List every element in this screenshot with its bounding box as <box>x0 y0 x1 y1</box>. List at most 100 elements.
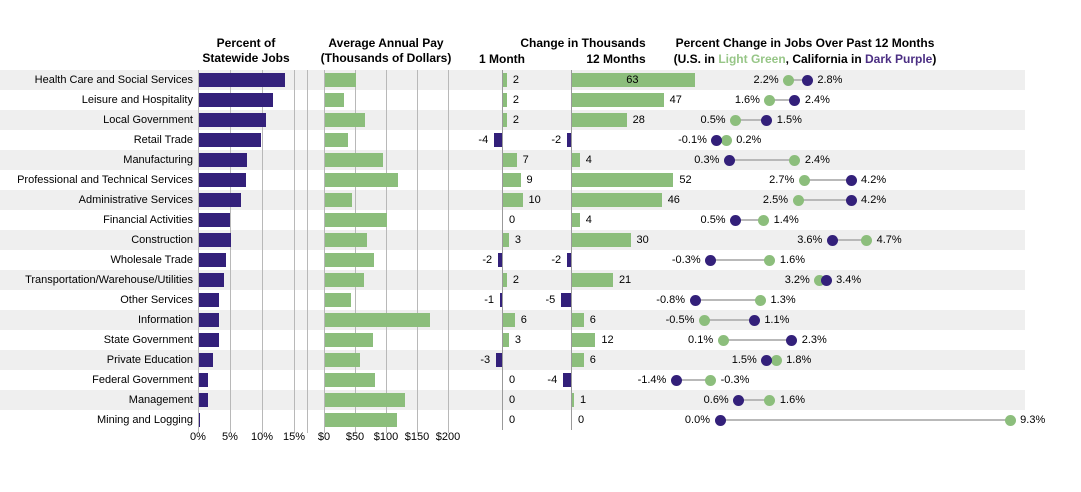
jobs-axis-tick: 0% <box>190 431 206 443</box>
jobs-gridline <box>230 70 231 433</box>
change-1month-value: 3 <box>514 334 521 346</box>
change-12months-bar <box>567 253 571 267</box>
change-12months-value: -2 <box>551 134 562 146</box>
row-label: State Government <box>103 334 193 346</box>
jobs-axis-tick: 5% <box>222 431 238 443</box>
ca-dot <box>723 154 735 166</box>
us-dot <box>698 314 710 326</box>
change-12months-value: 52 <box>679 174 692 186</box>
jobs-bar <box>199 293 220 307</box>
row-stripe <box>0 370 1025 390</box>
change-panel-title: Change in Thousands <box>520 36 646 50</box>
ca-dot <box>670 374 682 386</box>
pay-panel-title-line1: Average Annual Pay <box>328 36 444 50</box>
pay-bar <box>325 333 373 347</box>
jobs-bar <box>199 373 208 387</box>
pay-bar <box>325 253 374 267</box>
change-12months-value: 1 <box>579 394 587 406</box>
pct-change-left-value: -0.3% <box>671 254 701 266</box>
change-12months-value: 30 <box>636 234 649 246</box>
change-12months-bar <box>572 153 580 167</box>
us-dot <box>861 234 873 246</box>
ca-dot <box>820 274 832 286</box>
jobs-bar <box>199 173 246 187</box>
pct-change-left-value: 1.5% <box>731 354 757 366</box>
change-1month-bar <box>496 353 502 367</box>
change-1month-bar <box>503 73 507 87</box>
change-12months-zeroline <box>571 70 572 430</box>
pay-axis-tick: $150 <box>404 431 430 443</box>
change-12months-bar <box>572 93 664 107</box>
dumbbell-connector <box>798 199 852 201</box>
dumbbell-connector <box>735 119 767 121</box>
pct-change-right-value: 2.4% <box>804 154 830 166</box>
jobs-axis-tick: 10% <box>250 431 274 443</box>
dumbbell-connector <box>788 79 808 81</box>
dumbbell-connector <box>832 239 867 241</box>
jobs-bar <box>199 73 285 87</box>
dumbbell-connector <box>769 99 795 101</box>
change-1month-value: -1 <box>484 294 495 306</box>
pay-bar <box>325 373 376 387</box>
dumbbell-connector <box>729 159 795 161</box>
jobs-bar <box>199 253 226 267</box>
pct-change-left-value: 0.0% <box>684 414 710 426</box>
ca-dot <box>689 294 701 306</box>
row-label: Other Services <box>120 294 193 306</box>
change-1month-value: 0 <box>509 374 516 386</box>
change-1month-bar <box>503 273 507 287</box>
us-dot <box>783 74 795 86</box>
dumbbell-connector <box>710 259 770 261</box>
us-dot <box>770 354 782 366</box>
us-dot <box>705 374 717 386</box>
row-label: Wholesale Trade <box>110 254 193 266</box>
us-dot <box>720 134 732 146</box>
dumbbell-connector <box>704 319 755 321</box>
change-12months-bar <box>572 273 613 287</box>
jobs-bar <box>199 393 208 407</box>
change-1month-value: 2 <box>512 274 520 286</box>
change-1month-value: -2 <box>482 254 493 266</box>
change-1month-value: -3 <box>480 354 491 366</box>
change-12months-value: 6 <box>589 354 596 366</box>
pay-bar <box>325 73 356 87</box>
row-label: Leisure and Hospitality <box>81 94 193 106</box>
change-12months-bar <box>572 233 631 247</box>
change-1month-bar <box>503 233 509 247</box>
row-label: Private Education <box>106 354 193 366</box>
ca-dot <box>826 234 838 246</box>
change-12months-value: 4 <box>585 154 592 166</box>
ca-dot <box>786 334 798 346</box>
subtitle-text: (U.S. in <box>673 52 719 66</box>
us-dot <box>764 394 776 406</box>
ca-dot <box>714 414 726 426</box>
pay-gridline <box>448 70 449 433</box>
change-1month-zeroline <box>502 70 503 430</box>
pay-axis-tick: $100 <box>373 431 399 443</box>
pct-change-right-value: 4.7% <box>876 234 902 246</box>
subtitle-text: ) <box>932 52 937 66</box>
change-1month-bar <box>503 93 507 107</box>
pay-axis-tick: $200 <box>435 431 461 443</box>
change-1month-value: 2 <box>512 94 520 106</box>
dumbbell-connector <box>735 219 764 221</box>
us-dot <box>717 334 729 346</box>
pct-change-left-value: 2.7% <box>769 174 795 186</box>
change-12months-value: -2 <box>551 254 562 266</box>
pct-change-right-value: 1.5% <box>776 114 802 126</box>
us-dot <box>764 94 776 106</box>
us-dot <box>758 214 770 226</box>
change-1month-value: 9 <box>526 174 533 186</box>
ca-dot <box>748 314 760 326</box>
change-12months-value: 0 <box>578 414 585 426</box>
change-12months-value: 47 <box>669 94 682 106</box>
ca-dot <box>733 394 745 406</box>
legend-dark-purple-label: Dark Purple <box>865 52 933 66</box>
change-12months-header: 12 Months <box>586 52 646 66</box>
jobs-panel-title: Percent of Statewide Jobs <box>186 36 306 66</box>
pay-bar <box>325 273 365 287</box>
ca-dot <box>761 354 773 366</box>
legend-light-green-label: Light Green <box>718 52 786 66</box>
jobs-panel-title-line2: Statewide Jobs <box>202 51 290 65</box>
row-label: Retail Trade <box>133 134 193 146</box>
